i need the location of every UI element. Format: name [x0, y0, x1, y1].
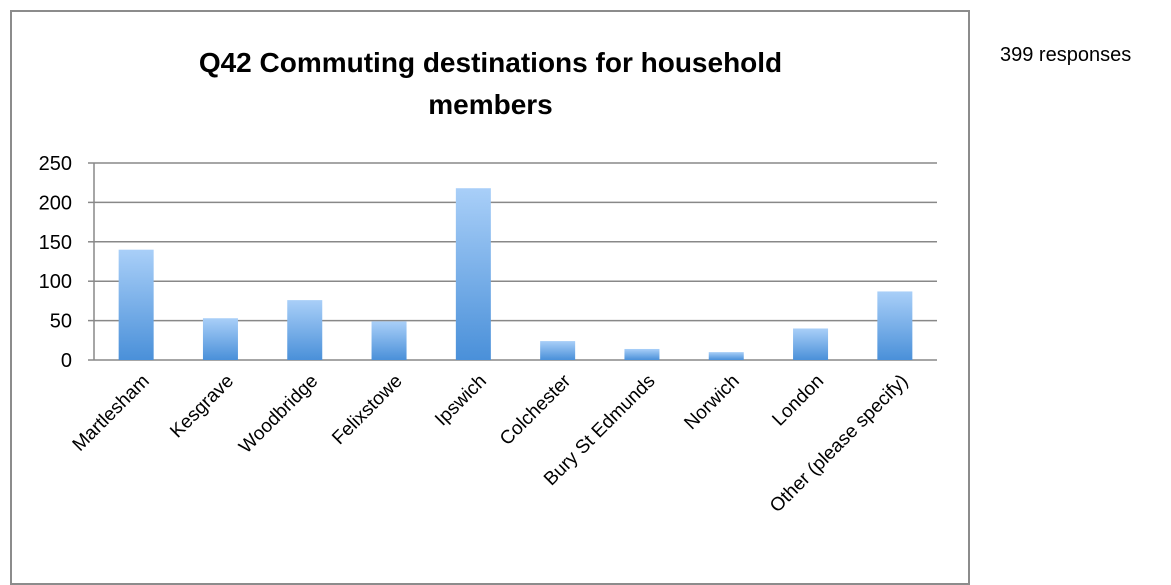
- bar-kesgrave: [202, 318, 238, 360]
- response-count: 399 responses: [1000, 44, 1132, 66]
- chart-title-line-2: members: [428, 89, 553, 120]
- y-tick-label: 50: [50, 311, 72, 333]
- bar-martlesham: [118, 249, 154, 360]
- y-tick-label: 250: [39, 153, 72, 175]
- bars: [118, 188, 913, 360]
- chart-title: Q42 Commuting destinations for household…: [8, 42, 973, 126]
- bar-ipswich: [455, 188, 491, 360]
- bar-felixstowe: [371, 321, 407, 360]
- x-tick-label: Colchester: [496, 370, 576, 450]
- y-axis-ticks: 0 50 100 150 200 250: [39, 153, 72, 372]
- x-tick-label: London: [768, 371, 828, 431]
- bar-colchester: [540, 341, 576, 360]
- bar-other-please-specify: [877, 291, 913, 360]
- x-tick-label: Felixstowe: [328, 371, 406, 449]
- bar-woodbridge: [287, 300, 323, 360]
- y-tick-label: 100: [39, 271, 72, 293]
- y-tick-label: 150: [39, 232, 72, 254]
- chart-title-line-1: Q42 Commuting destinations for household: [198, 47, 783, 78]
- y-tick-label: 0: [61, 350, 72, 372]
- x-tick-label: Norwich: [680, 371, 743, 434]
- bar-london: [793, 328, 829, 360]
- x-tick-label: Woodbridge: [235, 371, 322, 458]
- bar-norwich: [708, 352, 744, 360]
- x-tick-label: Ipswich: [431, 371, 491, 431]
- x-tick-label: Kesgrave: [166, 371, 238, 443]
- y-tick-label: 200: [39, 192, 72, 214]
- x-tick-label: Other (please specify): [766, 371, 912, 517]
- x-tick-label: Martlesham: [69, 371, 154, 456]
- bar-bury-st-edmunds: [624, 348, 660, 360]
